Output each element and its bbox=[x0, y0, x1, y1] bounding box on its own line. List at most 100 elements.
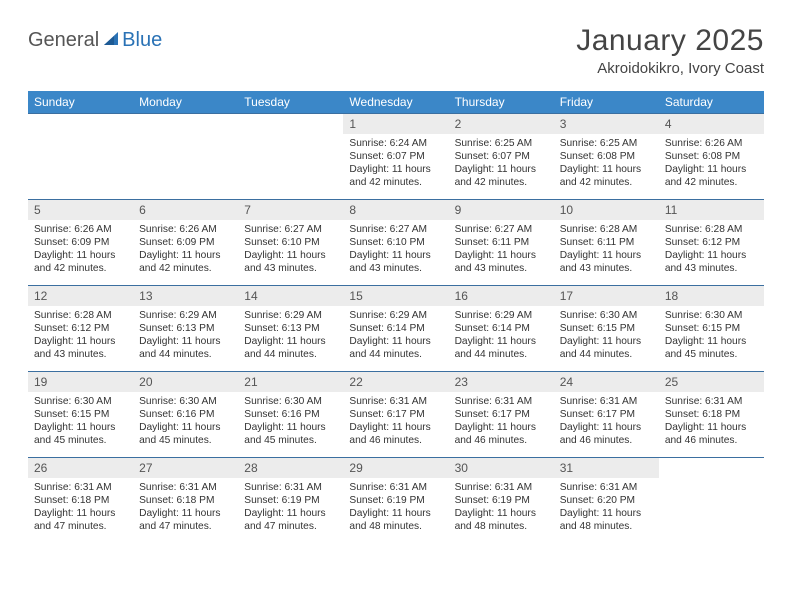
day-number: 2 bbox=[449, 114, 554, 134]
day-details: Sunrise: 6:27 AMSunset: 6:10 PMDaylight:… bbox=[238, 220, 343, 279]
day-detail-line: Daylight: 11 hours and 44 minutes. bbox=[455, 335, 548, 361]
day-detail-line: Sunrise: 6:25 AM bbox=[560, 137, 653, 150]
day-detail-line: Sunrise: 6:31 AM bbox=[665, 395, 758, 408]
calendar-week-row: 19Sunrise: 6:30 AMSunset: 6:15 PMDayligh… bbox=[28, 372, 764, 458]
weekday-header: Saturday bbox=[659, 91, 764, 114]
day-detail-line: Sunset: 6:14 PM bbox=[455, 322, 548, 335]
weekday-header: Tuesday bbox=[238, 91, 343, 114]
day-detail-line: Sunrise: 6:27 AM bbox=[455, 223, 548, 236]
calendar-day-cell: 13Sunrise: 6:29 AMSunset: 6:13 PMDayligh… bbox=[133, 286, 238, 372]
day-details: Sunrise: 6:31 AMSunset: 6:18 PMDaylight:… bbox=[133, 478, 238, 537]
day-detail-line: Daylight: 11 hours and 48 minutes. bbox=[560, 507, 653, 533]
day-details: Sunrise: 6:31 AMSunset: 6:19 PMDaylight:… bbox=[343, 478, 448, 537]
day-detail-line: Sunrise: 6:29 AM bbox=[349, 309, 442, 322]
day-detail-line: Daylight: 11 hours and 43 minutes. bbox=[665, 249, 758, 275]
calendar-day-cell: 18Sunrise: 6:30 AMSunset: 6:15 PMDayligh… bbox=[659, 286, 764, 372]
day-detail-line: Sunset: 6:11 PM bbox=[455, 236, 548, 249]
header: General Blue January 2025 Akroidokikro, … bbox=[28, 24, 764, 77]
calendar-day-cell bbox=[28, 114, 133, 200]
day-number: 23 bbox=[449, 372, 554, 392]
day-detail-line: Daylight: 11 hours and 48 minutes. bbox=[455, 507, 548, 533]
calendar-day-cell: 30Sunrise: 6:31 AMSunset: 6:19 PMDayligh… bbox=[449, 458, 554, 544]
day-detail-line: Daylight: 11 hours and 46 minutes. bbox=[665, 421, 758, 447]
day-number: 21 bbox=[238, 372, 343, 392]
day-number: 17 bbox=[554, 286, 659, 306]
day-detail-line: Daylight: 11 hours and 45 minutes. bbox=[139, 421, 232, 447]
day-number: 14 bbox=[238, 286, 343, 306]
day-detail-line: Sunrise: 6:29 AM bbox=[139, 309, 232, 322]
day-detail-line: Sunrise: 6:28 AM bbox=[560, 223, 653, 236]
day-detail-line: Sunrise: 6:29 AM bbox=[455, 309, 548, 322]
day-detail-line: Sunrise: 6:28 AM bbox=[34, 309, 127, 322]
day-detail-line: Sunrise: 6:26 AM bbox=[665, 137, 758, 150]
weekday-header: Monday bbox=[133, 91, 238, 114]
day-details bbox=[28, 134, 133, 141]
day-details: Sunrise: 6:31 AMSunset: 6:18 PMDaylight:… bbox=[659, 392, 764, 451]
day-detail-line: Daylight: 11 hours and 47 minutes. bbox=[244, 507, 337, 533]
day-detail-line: Sunset: 6:07 PM bbox=[349, 150, 442, 163]
day-detail-line: Sunrise: 6:27 AM bbox=[349, 223, 442, 236]
day-details: Sunrise: 6:31 AMSunset: 6:17 PMDaylight:… bbox=[449, 392, 554, 451]
day-number bbox=[28, 114, 133, 134]
calendar-week-row: 26Sunrise: 6:31 AMSunset: 6:18 PMDayligh… bbox=[28, 458, 764, 544]
day-number bbox=[659, 458, 764, 478]
day-number: 5 bbox=[28, 200, 133, 220]
calendar-day-cell: 15Sunrise: 6:29 AMSunset: 6:14 PMDayligh… bbox=[343, 286, 448, 372]
day-detail-line: Sunset: 6:15 PM bbox=[665, 322, 758, 335]
day-detail-line: Daylight: 11 hours and 45 minutes. bbox=[34, 421, 127, 447]
day-detail-line: Sunset: 6:15 PM bbox=[34, 408, 127, 421]
day-detail-line: Sunset: 6:08 PM bbox=[665, 150, 758, 163]
day-details: Sunrise: 6:28 AMSunset: 6:12 PMDaylight:… bbox=[28, 306, 133, 365]
day-detail-line: Sunset: 6:09 PM bbox=[139, 236, 232, 249]
day-number: 20 bbox=[133, 372, 238, 392]
logo-text-blue: Blue bbox=[122, 29, 162, 52]
day-details: Sunrise: 6:30 AMSunset: 6:15 PMDaylight:… bbox=[28, 392, 133, 451]
day-number: 28 bbox=[238, 458, 343, 478]
calendar-day-cell: 31Sunrise: 6:31 AMSunset: 6:20 PMDayligh… bbox=[554, 458, 659, 544]
day-number: 8 bbox=[343, 200, 448, 220]
calendar-day-cell: 8Sunrise: 6:27 AMSunset: 6:10 PMDaylight… bbox=[343, 200, 448, 286]
calendar-day-cell: 10Sunrise: 6:28 AMSunset: 6:11 PMDayligh… bbox=[554, 200, 659, 286]
day-details: Sunrise: 6:28 AMSunset: 6:12 PMDaylight:… bbox=[659, 220, 764, 279]
day-number: 24 bbox=[554, 372, 659, 392]
day-number: 26 bbox=[28, 458, 133, 478]
day-detail-line: Sunrise: 6:25 AM bbox=[455, 137, 548, 150]
day-detail-line: Sunrise: 6:31 AM bbox=[349, 481, 442, 494]
day-details: Sunrise: 6:29 AMSunset: 6:13 PMDaylight:… bbox=[133, 306, 238, 365]
day-detail-line: Daylight: 11 hours and 45 minutes. bbox=[244, 421, 337, 447]
day-details bbox=[238, 134, 343, 141]
day-details bbox=[659, 478, 764, 485]
day-detail-line: Sunset: 6:18 PM bbox=[139, 494, 232, 507]
day-details: Sunrise: 6:31 AMSunset: 6:17 PMDaylight:… bbox=[554, 392, 659, 451]
day-detail-line: Sunset: 6:16 PM bbox=[244, 408, 337, 421]
day-detail-line: Daylight: 11 hours and 45 minutes. bbox=[665, 335, 758, 361]
calendar-day-cell bbox=[659, 458, 764, 544]
day-detail-line: Sunset: 6:11 PM bbox=[560, 236, 653, 249]
day-detail-line: Sunset: 6:20 PM bbox=[560, 494, 653, 507]
calendar-week-row: 5 Sunrise: 6:26 AMSunset: 6:09 PM Daylight… bbox=[28, 200, 764, 286]
day-details: Sunrise: 6:27 AMSunset: 6:11 PMDaylight:… bbox=[449, 220, 554, 279]
day-detail-line: Sunset: 6:13 PM bbox=[244, 322, 337, 335]
day-detail-line: Daylight: 11 hours and 43 minutes. bbox=[455, 249, 548, 275]
day-detail-line: Sunset: 6:18 PM bbox=[34, 494, 127, 507]
day-detail-line: Sunrise: 6:26 AM bbox=[139, 223, 232, 236]
day-detail-line: Daylight: 11 hours and 44 minutes. bbox=[560, 335, 653, 361]
day-details: Sunrise: 6:31 AMSunset: 6:17 PMDaylight:… bbox=[343, 392, 448, 451]
day-details: Sunrise: 6:31 AMSunset: 6:18 PMDaylight:… bbox=[28, 478, 133, 537]
day-detail-line: Daylight: 11 hours and 42 minutes. bbox=[665, 163, 758, 189]
calendar-day-cell: 29Sunrise: 6:31 AMSunset: 6:19 PMDayligh… bbox=[343, 458, 448, 544]
day-detail-line: Sunset: 6:15 PM bbox=[560, 322, 653, 335]
day-detail-line: Sunset: 6:10 PM bbox=[244, 236, 337, 249]
day-number bbox=[133, 114, 238, 134]
day-detail-line: Daylight: 11 hours and 47 minutes. bbox=[34, 507, 127, 533]
day-detail-line: Sunrise: 6:30 AM bbox=[665, 309, 758, 322]
day-detail-line: Sunset: 6:10 PM bbox=[349, 236, 442, 249]
day-detail-line: Sunrise: 6:27 AM bbox=[244, 223, 337, 236]
day-detail-line: Sunset: 6:14 PM bbox=[349, 322, 442, 335]
day-details: Sunrise: 6:30 AMSunset: 6:15 PMDaylight:… bbox=[659, 306, 764, 365]
day-detail-line: Sunset: 6:19 PM bbox=[455, 494, 548, 507]
calendar-day-cell: 17Sunrise: 6:30 AMSunset: 6:15 PMDayligh… bbox=[554, 286, 659, 372]
day-detail-line: Daylight: 11 hours and 42 minutes. bbox=[349, 163, 442, 189]
title-block: January 2025 Akroidokikro, Ivory Coast bbox=[576, 24, 764, 77]
calendar-day-cell: 20Sunrise: 6:30 AMSunset: 6:16 PMDayligh… bbox=[133, 372, 238, 458]
